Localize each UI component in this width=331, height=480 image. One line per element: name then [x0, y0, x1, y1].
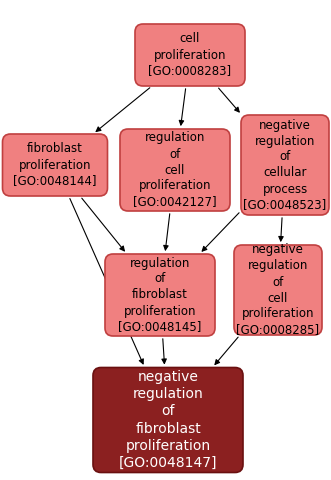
- FancyBboxPatch shape: [241, 115, 329, 215]
- Text: negative
regulation
of
cell
proliferation
[GO:0008285]: negative regulation of cell proliferatio…: [236, 243, 319, 336]
- FancyBboxPatch shape: [105, 254, 215, 336]
- Text: cell
proliferation
[GO:0008283]: cell proliferation [GO:0008283]: [148, 33, 232, 77]
- Text: fibroblast
proliferation
[GO:0048144]: fibroblast proliferation [GO:0048144]: [13, 143, 97, 188]
- FancyBboxPatch shape: [234, 245, 322, 335]
- Text: regulation
of
fibroblast
proliferation
[GO:0048145]: regulation of fibroblast proliferation […: [118, 256, 202, 334]
- FancyBboxPatch shape: [93, 368, 243, 472]
- FancyBboxPatch shape: [3, 134, 108, 196]
- Text: regulation
of
cell
proliferation
[GO:0042127]: regulation of cell proliferation [GO:004…: [133, 132, 217, 208]
- FancyBboxPatch shape: [135, 24, 245, 86]
- Text: negative
regulation
of
fibroblast
proliferation
[GO:0048147]: negative regulation of fibroblast prolif…: [119, 370, 217, 470]
- FancyBboxPatch shape: [120, 129, 230, 211]
- Text: negative
regulation
of
cellular
process
[GO:0048523]: negative regulation of cellular process …: [243, 119, 327, 212]
